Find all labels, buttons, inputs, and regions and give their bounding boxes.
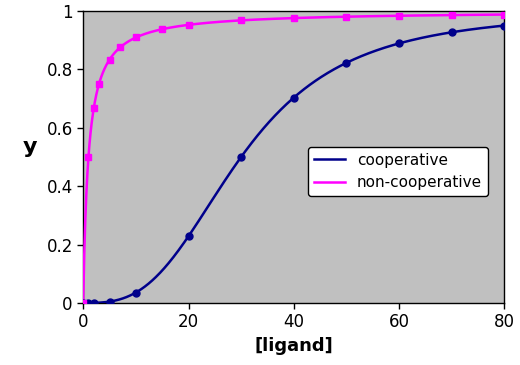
non-cooperative (324, 15, 331, 19)
non-cooperative (399, 14, 406, 18)
non-cooperative (336, 15, 342, 19)
cooperative (324, 71, 331, 75)
cooperative (443, 31, 449, 35)
Line: cooperative: cooperative (83, 26, 504, 303)
cooperative (399, 40, 406, 45)
Line: non-cooperative: non-cooperative (83, 15, 504, 303)
non-cooperative (106, 58, 112, 62)
cooperative (80, 301, 86, 305)
cooperative (501, 23, 508, 28)
cooperative (106, 300, 112, 304)
cooperative (336, 65, 342, 69)
non-cooperative (80, 301, 86, 305)
Legend: cooperative, non-cooperative: cooperative, non-cooperative (308, 147, 488, 196)
cooperative (348, 58, 355, 63)
non-cooperative (443, 13, 449, 17)
X-axis label: [ligand]: [ligand] (254, 337, 333, 355)
non-cooperative (348, 14, 355, 19)
Y-axis label: y: y (22, 137, 37, 157)
non-cooperative (501, 12, 508, 17)
